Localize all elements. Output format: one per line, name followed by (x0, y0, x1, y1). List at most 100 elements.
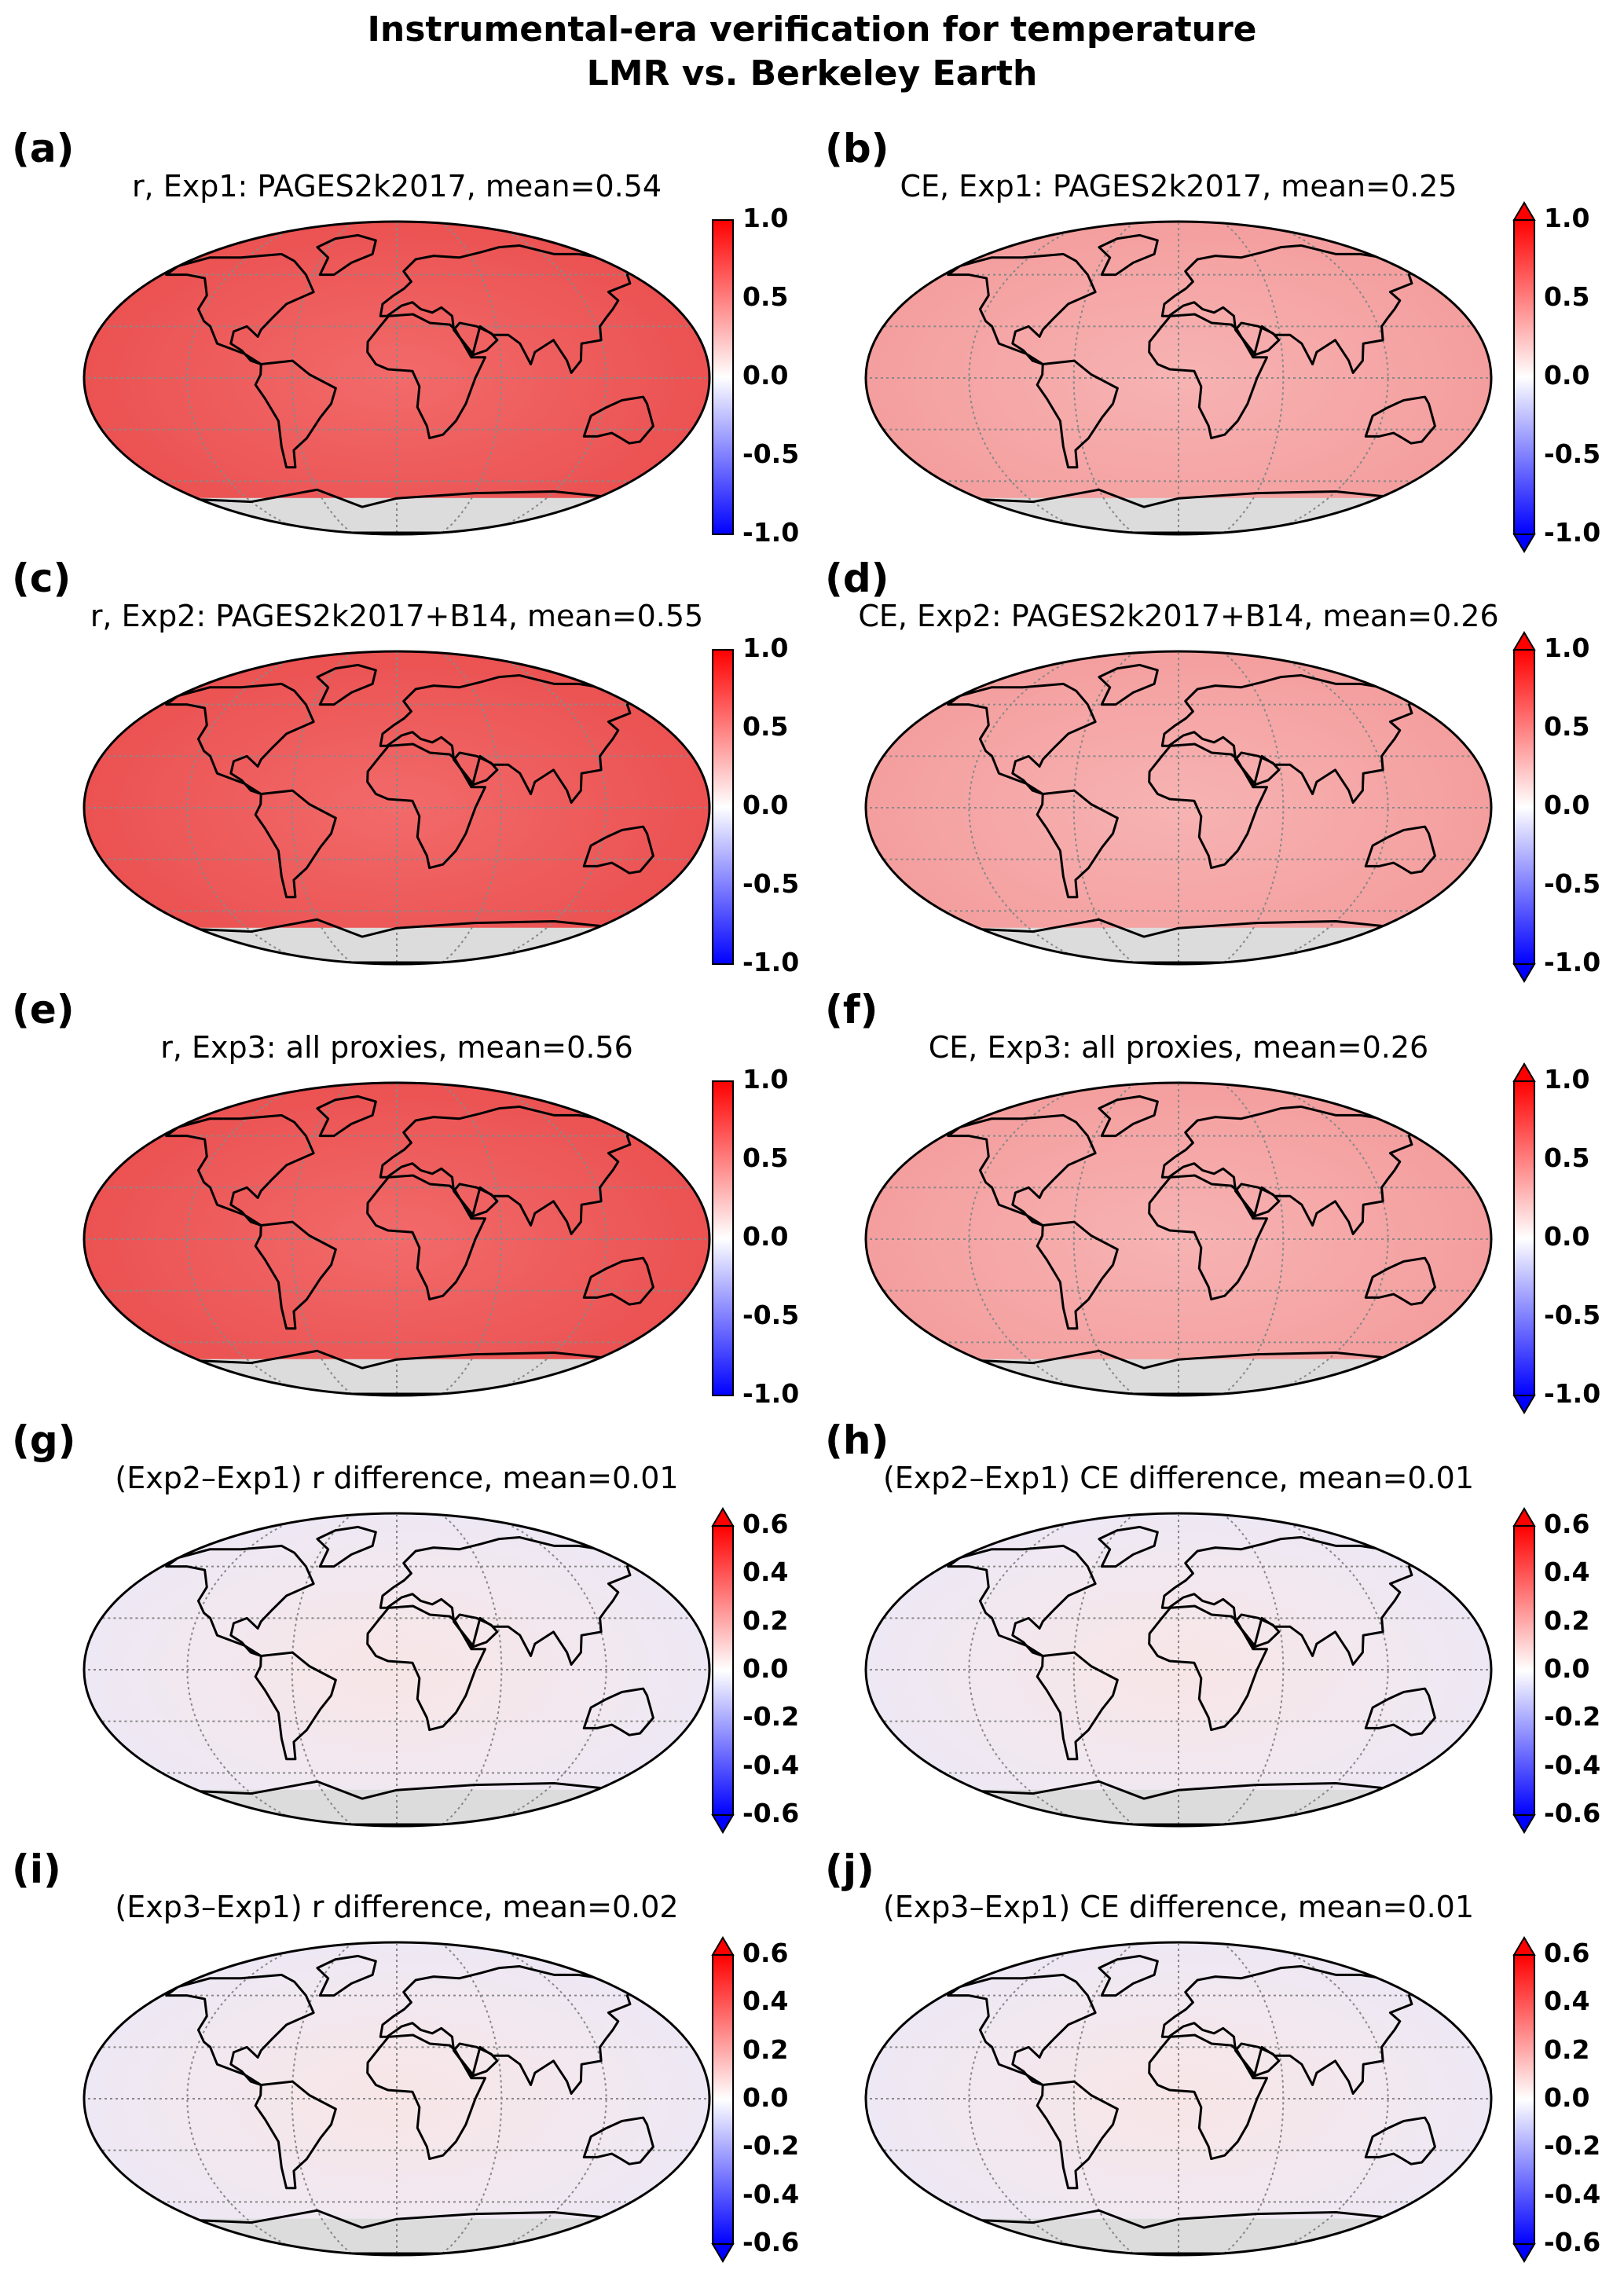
coastline (254, 789, 337, 899)
colorbar-tick-label: -0.4 (742, 1749, 800, 1780)
colorbar-extend-min (1512, 1395, 1536, 1414)
graticule-line (442, 1084, 503, 1395)
colorbar-tick-label: 1.0 (1544, 1064, 1590, 1095)
graticule-line (186, 652, 306, 963)
map-panel (82, 1081, 711, 1397)
colorbar-tick-label: 0.0 (1544, 360, 1590, 391)
colorbar-tick-label: -0.4 (742, 2178, 800, 2209)
coastline (1160, 1964, 1419, 2095)
coastline (1098, 663, 1159, 706)
graticule-line (186, 1084, 306, 1395)
coastline (1148, 1604, 1269, 1732)
colorbar-tick-label: -0.5 (742, 868, 800, 899)
figure-title-line1: Instrumental-era verification for temper… (367, 9, 1257, 50)
graticule-line (291, 1943, 352, 2254)
colorbar-tick-label: 1.0 (742, 1064, 789, 1095)
coastline (1098, 1095, 1159, 1138)
colorbar-tick-label: 1.0 (1544, 633, 1590, 663)
graticule-line (1269, 1943, 1389, 2254)
coastline (316, 1095, 377, 1138)
coastline (165, 1544, 315, 1657)
colorbar-tick-label: -0.5 (1544, 438, 1601, 469)
colorbar-tick-label: 0.6 (1544, 1938, 1590, 1968)
colorbar (1512, 201, 1536, 553)
colorbar-extend-max (1512, 1507, 1536, 1527)
colorbar-tick-label: -0.2 (1544, 1701, 1601, 1733)
coastline (1148, 743, 1269, 870)
graticule-line (1269, 1084, 1389, 1395)
colorbar-extend-max (711, 1507, 735, 1527)
coastline (366, 1174, 487, 1301)
coastline (316, 1954, 377, 1997)
graticule-line (968, 1084, 1088, 1395)
coastline (254, 1651, 337, 1761)
graticule-line (1223, 652, 1285, 963)
coastline (1148, 1174, 1269, 1301)
colorbar-tick-label: -1.0 (742, 1378, 800, 1409)
graticule-line (487, 222, 607, 534)
coastline (1160, 673, 1419, 804)
graticule-line (1269, 222, 1389, 534)
panel-title: (Exp2–Exp1) CE difference, mean=0.01 (882, 1461, 1475, 1495)
graticule-line (186, 1943, 306, 2254)
colorbar-extend-min (1512, 1814, 1536, 1834)
coastline (1364, 825, 1436, 875)
coastline (582, 1687, 654, 1736)
colorbar-tick-label: 0.4 (742, 1986, 789, 2017)
panel-label: (c) (12, 556, 71, 601)
colorbar-tick-label: 0.5 (1544, 281, 1590, 312)
coastline (1036, 2080, 1119, 2190)
graticule-line (1223, 1943, 1285, 2254)
graticule-line (1223, 222, 1285, 534)
colorbar (711, 1507, 735, 1834)
graticule-line (1072, 1084, 1134, 1395)
colorbar-tick-label: -0.5 (1544, 1300, 1601, 1330)
panel-title: (Exp3–Exp1) r difference, mean=0.02 (115, 1890, 679, 1924)
coastline (453, 751, 499, 787)
coastline (1098, 233, 1159, 277)
colorbar-tick-label: -0.6 (742, 1798, 800, 1828)
coastline (379, 1105, 637, 1235)
colorbar-tick-label: -0.5 (742, 1300, 800, 1330)
colorbar-tick-label: 0.0 (1544, 1221, 1590, 1252)
coastline (1234, 751, 1281, 787)
colorbar-tick-label: 0.0 (1544, 1653, 1590, 1684)
colorbar-tick-label: 0.2 (1544, 2033, 1590, 2065)
graticule-line (1072, 1943, 1134, 2254)
map-panel (82, 650, 711, 966)
coastline (379, 244, 637, 374)
coastline (1364, 1687, 1436, 1736)
graticule-line (442, 222, 503, 534)
map-frame (864, 1941, 1493, 2257)
colorbar-tick-label: 0.6 (1544, 1509, 1590, 1539)
coastline (316, 1525, 377, 1568)
graticule-line (186, 222, 306, 534)
coastline (379, 1964, 637, 2095)
colorbar-tick-label: 0.0 (742, 2082, 789, 2113)
coastline (316, 663, 377, 706)
graticule-line (1072, 652, 1134, 963)
map-frame (864, 1512, 1493, 1828)
colorbar-tick-label: 1.0 (1544, 203, 1590, 233)
map-panel (864, 650, 1493, 966)
colorbar-extend-max (1512, 1936, 1536, 1956)
panel-label: (j) (825, 1846, 874, 1892)
colorbar-tick-label: 0.4 (742, 1557, 789, 1588)
graticule-line (291, 1084, 352, 1395)
coastline (254, 359, 337, 469)
colorbar-extend-min (711, 2243, 735, 2263)
coastline (1036, 359, 1119, 469)
graticule-line (291, 1514, 352, 1825)
map-frame (82, 1512, 711, 1828)
coastline (947, 252, 1097, 365)
colorbar-tick-label: -1.0 (1544, 517, 1601, 548)
map-frame (864, 1081, 1493, 1397)
coastline (582, 395, 654, 445)
coastline (1148, 2033, 1269, 2161)
map-panel (82, 1512, 711, 1828)
colorbar-extend-max (711, 1936, 735, 1956)
panel-title: (Exp2–Exp1) r difference, mean=0.01 (115, 1461, 679, 1495)
colorbar-tick-label: 0.2 (742, 1604, 789, 1636)
graticule-line (968, 222, 1088, 534)
colorbar-extend-max (1512, 201, 1536, 221)
